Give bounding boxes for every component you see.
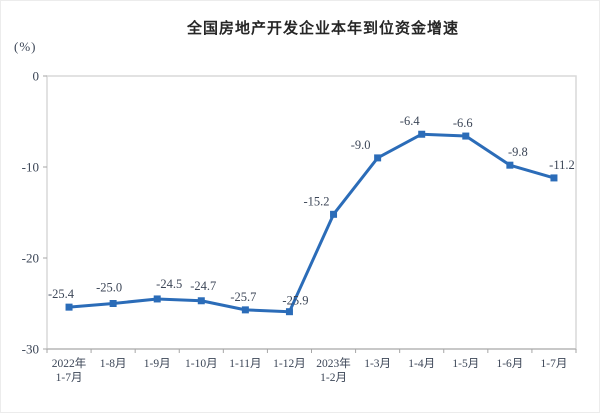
data-point-marker bbox=[285, 308, 293, 316]
data-point-marker bbox=[418, 130, 426, 138]
plot-border bbox=[46, 75, 577, 350]
x-tick-label: 1-9月 bbox=[144, 358, 171, 370]
data-point-marker bbox=[65, 303, 73, 311]
chart-title: 全国房地产开发企业本年到位资金增速 bbox=[186, 20, 459, 37]
y-tick-label: -10 bbox=[22, 160, 39, 175]
data-point-marker bbox=[550, 174, 558, 182]
data-point-label: -25.4 bbox=[48, 287, 75, 301]
data-point-label: -25.0 bbox=[96, 281, 122, 295]
data-point-marker bbox=[462, 132, 470, 140]
x-tick-label: 1-12月 bbox=[273, 358, 306, 370]
data-point-marker bbox=[197, 297, 205, 305]
y-tick-label: -20 bbox=[22, 251, 39, 266]
data-point-label: -25.9 bbox=[282, 294, 308, 308]
data-point-marker bbox=[109, 300, 117, 307]
x-tick-label: 1-4月 bbox=[408, 358, 435, 370]
data-point-label: -9.0 bbox=[351, 138, 371, 152]
x-tick-label: 1-7月 bbox=[541, 358, 568, 370]
data-point-marker bbox=[506, 161, 514, 169]
data-line bbox=[67, 132, 556, 314]
data-point-marker bbox=[153, 295, 161, 303]
data-point-label: -11.2 bbox=[549, 158, 575, 172]
data-point-marker bbox=[374, 154, 382, 162]
x-tick-label: 2023年 1-2月 bbox=[316, 356, 351, 384]
y-axis-unit-label: (%) bbox=[14, 39, 37, 54]
y-tick-label: -30 bbox=[22, 342, 39, 357]
data-point-label: -24.5 bbox=[156, 277, 182, 291]
y-tick-label: 0 bbox=[33, 69, 40, 84]
data-point-label: -24.7 bbox=[190, 279, 216, 293]
x-tick-label: 1-3月 bbox=[364, 358, 391, 370]
x-tick-label: 1-5月 bbox=[452, 358, 479, 370]
data-point-label: -15.2 bbox=[304, 194, 330, 208]
data-point-marker bbox=[330, 210, 338, 218]
x-tick-label: 1-6月 bbox=[496, 358, 523, 370]
x-tick-label: 1-8月 bbox=[100, 358, 127, 370]
x-tick-label: 2022年 1-7月 bbox=[52, 356, 87, 384]
data-point-label: -25.7 bbox=[230, 290, 256, 304]
data-point-label: -9.8 bbox=[508, 145, 528, 159]
data-point-marker bbox=[241, 306, 249, 314]
data-point-label: -6.4 bbox=[400, 114, 421, 128]
x-tick-label: 1-11月 bbox=[229, 358, 261, 370]
data-point-label: -6.6 bbox=[453, 116, 473, 130]
x-tick-label: 1-10月 bbox=[185, 358, 218, 370]
